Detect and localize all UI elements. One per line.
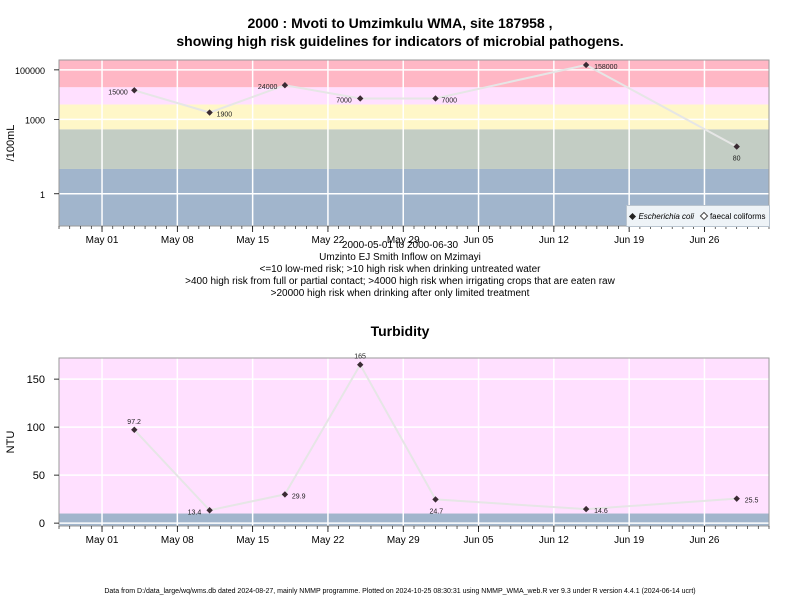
- chart1-data-point: [206, 109, 213, 116]
- chart2-x-tick-label: May 01: [86, 535, 119, 546]
- legend-label-faecal-coliforms: faecal coliforms: [709, 211, 766, 221]
- chart2-risk-band: [59, 513, 769, 526]
- chart1-data-label: 7000: [442, 97, 458, 104]
- chart2-data-point: [432, 496, 439, 503]
- legend-item-faecal-coliforms: faecal coliforms: [699, 211, 766, 221]
- chart1-x-tick-label: May 29: [387, 235, 420, 246]
- chart2-x-tick-label: May 22: [312, 535, 345, 546]
- chart2-title: Turbidity: [370, 323, 430, 339]
- chart1-x-tick-label: May 15: [236, 235, 269, 246]
- chart1-x-tick-label: Jun 12: [539, 235, 569, 246]
- chart1-title-line2: showing high risk guidelines for indicat…: [176, 33, 624, 49]
- chart1-y-axis-label: /100mL: [5, 125, 17, 162]
- chart1-plot: May 01 May 08 May 15 May 22 May 29 Jun 05 Jun …: [5, 59, 770, 246]
- chart2-x-tick-label: May 08: [161, 535, 194, 546]
- chart1-caption-guideline-1: <=10 low-med risk; >10 high risk when dr…: [259, 264, 541, 275]
- chart2-data-point: [206, 507, 213, 514]
- chart1-caption-guideline-2: >400 high risk from full or partial cont…: [185, 276, 615, 287]
- chart2-data-point: [131, 426, 138, 434]
- chart2-data-label: 13.4: [188, 509, 202, 516]
- filled-diamond-icon: [629, 212, 637, 220]
- chart1-risk-band: [59, 60, 769, 88]
- chart1-y-tick-label: 1: [40, 190, 45, 200]
- chart1-data-point: [131, 87, 138, 94]
- chart2-x-tick-label: May 15: [236, 535, 269, 546]
- chart1-legend: Escherichia coli faecal coliforms: [626, 205, 770, 227]
- chart2-data-point: [281, 491, 289, 498]
- chart1-caption-date-range: 2000-05-01 to 2000-06-30: [341, 240, 459, 251]
- chart1-data-point: [281, 82, 289, 89]
- chart2-x-tick-label: Jun 05: [464, 535, 494, 546]
- chart1-data-point: [582, 61, 590, 69]
- chart2-data-label: 29.9: [292, 493, 306, 500]
- chart1-x-tick-label: Jun 19: [614, 235, 644, 246]
- chart1-title-line1: 2000 : Mvoti to Umzimkulu WMA, site 1879…: [247, 15, 553, 31]
- chart2-plot: May 01 May 08 May 15 May 22 May 29 Jun 05 Jun …: [5, 354, 770, 546]
- chart1-y-tick-label: 1000: [25, 115, 45, 125]
- chart1-x-tick-label: May 08: [161, 235, 194, 246]
- chart2-y-tick-label: 0: [39, 518, 45, 530]
- chart2-data-label: 165: [354, 354, 366, 361]
- chart2-y-tick-label: 50: [33, 470, 45, 482]
- chart2-y-axis-label: NTU: [5, 431, 17, 454]
- chart1-x-tick-label: Jun 05: [464, 235, 494, 246]
- chart1-data-label: 7000: [336, 97, 352, 104]
- chart1-data-label: 80: [733, 156, 741, 163]
- chart2-x-tick-label: May 29: [387, 535, 420, 546]
- chart2-y-tick-label: 150: [27, 374, 45, 386]
- chart2-data-point: [733, 495, 740, 502]
- chart1-data-point: [357, 95, 364, 102]
- chart2-x-tick-label: Jun 19: [614, 535, 644, 546]
- legend-label-ecoli: Escherichia coli: [638, 211, 695, 221]
- chart1-data-point: [432, 95, 439, 102]
- chart1-data-label: 158000: [594, 64, 617, 71]
- footer-note: Data from D:/data_large/wq/wms.db dated …: [104, 588, 696, 595]
- open-diamond-icon: [699, 211, 709, 221]
- chart1-x-tick-label: May 01: [86, 235, 119, 246]
- chart1-risk-band: [59, 87, 769, 105]
- chart2-data-point: [582, 505, 590, 513]
- chart1-risk-band: [59, 129, 769, 169]
- chart1-x-tick-label: Jun 26: [689, 235, 719, 246]
- chart2-data-label: 14.6: [594, 508, 608, 515]
- chart1-data-point: [733, 143, 740, 150]
- chart1-data-label: 1900: [217, 112, 233, 119]
- chart1-x-tick-label: May 22: [312, 235, 345, 246]
- chart2-data-label: 24.7: [430, 508, 444, 515]
- legend-item-ecoli: Escherichia coli: [629, 211, 695, 221]
- chart2-data-point: [357, 361, 364, 368]
- chart2-data-label: 25.5: [745, 498, 759, 505]
- chart1-caption-guideline-3: >20000 high risk when drinking after onl…: [270, 288, 530, 299]
- chart1-data-label: 15000: [108, 89, 128, 96]
- chart2-risk-band: [59, 358, 769, 514]
- chart1-y-tick-label: 100000: [15, 66, 45, 76]
- chart1-caption-site: Umzinto EJ Smith Inflow on Mzimayi: [319, 252, 481, 263]
- chart2-x-tick-label: Jun 12: [539, 535, 569, 546]
- chart2-data-label: 97.2: [127, 419, 141, 426]
- chart1-risk-band: [59, 104, 769, 130]
- chart2-x-tick-label: Jun 26: [689, 535, 719, 546]
- chart1-data-label: 24000: [258, 84, 278, 91]
- chart2-y-tick-label: 100: [27, 422, 45, 434]
